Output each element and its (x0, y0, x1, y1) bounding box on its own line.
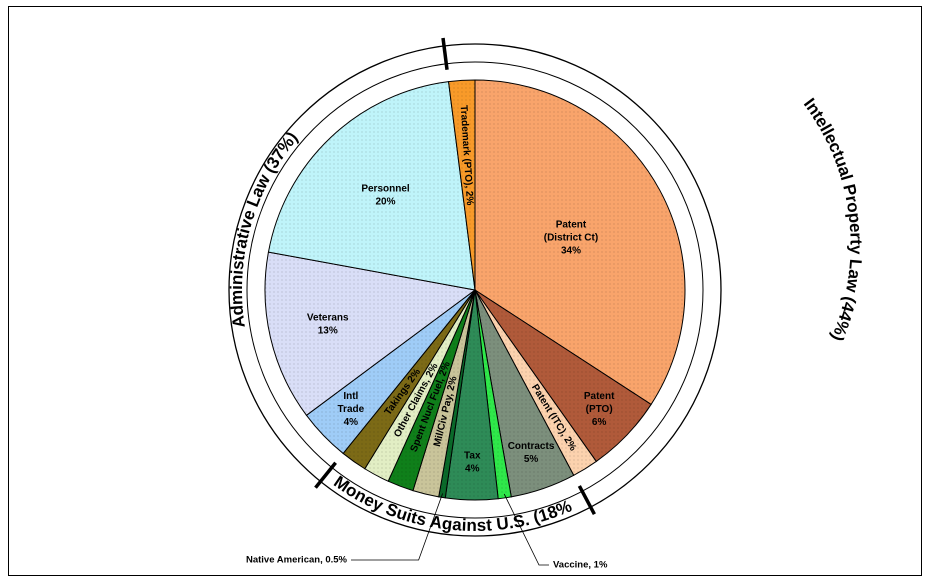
slice-veterans (264, 251, 477, 417)
slice-patent-district-ct (474, 79, 686, 406)
slice-trademark-pto (447, 79, 476, 291)
slice-personnel (267, 81, 476, 291)
slice-label-patent-district-ct: Patent (District Ct) 34% (544, 220, 598, 257)
callout-vaccine: Vaccine, 1% (553, 560, 608, 571)
group-label-intellectual-property-law: Intellectual Property Law (44%) (800, 95, 866, 344)
group-divider (441, 37, 449, 70)
slice-label-tax: Tax 4% (464, 450, 481, 474)
slice-label-patent-pto: Patent (PTO) 6% (584, 391, 615, 428)
group-divider (314, 461, 337, 489)
slice-label-personnel: Personnel 20% (361, 184, 410, 208)
pie-slices (264, 79, 686, 501)
callout-line (351, 493, 443, 561)
inner-ring (246, 61, 704, 519)
slice-label-intl-trade: Intl Trade 4% (338, 391, 365, 428)
group-divider (577, 485, 596, 516)
callout-line (503, 493, 549, 566)
chart-frame: Patent (District Ct) 34% Patent (PTO) 6% Paten… (8, 6, 922, 576)
slice-label-contracts: Contracts 5% (508, 441, 555, 465)
outer-ring (228, 43, 722, 537)
pie-chart: Patent (District Ct) 34%Patent (PTO) 6%Paten… (9, 7, 866, 571)
callout-native-american: Native American, 0.5% (246, 555, 348, 566)
callouts: Native American, 0.5% Vaccine, 1% (246, 493, 608, 571)
slice-label-veterans: Veterans 13% (307, 312, 349, 336)
